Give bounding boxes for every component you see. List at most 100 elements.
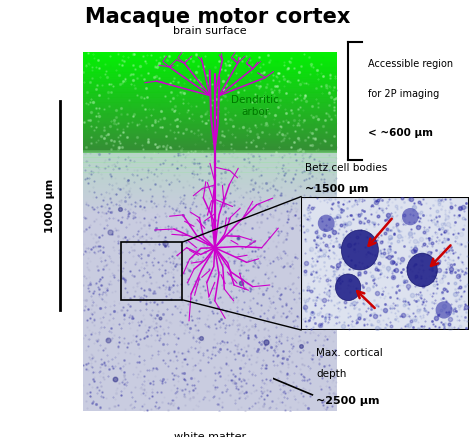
- Bar: [83, 69, 337, 73]
- Text: Macaque motor cortex: Macaque motor cortex: [85, 7, 351, 27]
- Bar: [83, 119, 337, 123]
- Bar: [83, 150, 337, 153]
- Bar: [83, 187, 337, 191]
- Bar: [83, 195, 337, 198]
- Bar: [83, 141, 337, 144]
- Text: ~2500 μm: ~2500 μm: [316, 395, 380, 406]
- Bar: [83, 121, 337, 125]
- Ellipse shape: [407, 253, 438, 287]
- Bar: [83, 149, 337, 153]
- Bar: [83, 104, 337, 108]
- Bar: [83, 84, 337, 87]
- Text: for 2P imaging: for 2P imaging: [368, 89, 439, 99]
- Bar: [83, 81, 337, 84]
- Bar: [83, 99, 337, 103]
- Bar: [83, 208, 337, 211]
- Ellipse shape: [336, 274, 361, 301]
- Bar: [83, 165, 337, 168]
- Bar: [83, 76, 337, 79]
- Text: Betz cell bodies: Betz cell bodies: [305, 163, 387, 173]
- Bar: [83, 106, 337, 109]
- Bar: [83, 91, 337, 94]
- Bar: [83, 167, 337, 170]
- Bar: [83, 97, 337, 101]
- Bar: [83, 129, 337, 133]
- Bar: [83, 83, 337, 86]
- Bar: [83, 67, 337, 71]
- Text: 1000 μm: 1000 μm: [45, 178, 55, 232]
- Bar: [83, 124, 337, 128]
- Text: Accessible region: Accessible region: [368, 59, 453, 69]
- Text: brain surface: brain surface: [173, 26, 246, 36]
- Bar: [83, 142, 337, 146]
- Bar: [83, 198, 337, 201]
- Bar: [83, 180, 337, 183]
- Bar: [83, 155, 337, 158]
- Bar: [83, 134, 337, 138]
- Bar: [83, 61, 337, 64]
- Bar: [83, 190, 337, 193]
- Bar: [83, 103, 337, 106]
- Text: ~1500 μm: ~1500 μm: [305, 184, 369, 194]
- Bar: [83, 157, 337, 160]
- Bar: [83, 205, 337, 208]
- Bar: [83, 170, 337, 173]
- Bar: [83, 175, 337, 178]
- Bar: [83, 131, 337, 135]
- Bar: [83, 55, 337, 59]
- Bar: [83, 59, 337, 62]
- Bar: [121, 243, 182, 300]
- Text: depth: depth: [316, 369, 346, 379]
- Bar: [83, 138, 337, 141]
- Bar: [83, 109, 337, 113]
- Bar: [83, 89, 337, 93]
- Bar: [83, 126, 337, 129]
- Bar: [83, 146, 337, 149]
- Bar: [83, 74, 337, 77]
- Bar: [83, 77, 337, 81]
- Bar: [83, 96, 337, 99]
- Bar: [83, 64, 337, 67]
- Text: white matter: white matter: [173, 432, 246, 437]
- Bar: [83, 148, 337, 151]
- Bar: [83, 51, 337, 54]
- Bar: [83, 66, 337, 69]
- Ellipse shape: [341, 230, 378, 270]
- Bar: [83, 57, 337, 61]
- Bar: [83, 203, 337, 205]
- Bar: [83, 160, 337, 163]
- Bar: [83, 128, 337, 131]
- Bar: [83, 79, 337, 83]
- Bar: [83, 108, 337, 111]
- Bar: [83, 173, 337, 175]
- Bar: [83, 139, 337, 143]
- Bar: [83, 153, 337, 155]
- Bar: [83, 185, 337, 188]
- Bar: [83, 132, 337, 136]
- Bar: [83, 87, 337, 91]
- Bar: [83, 118, 337, 121]
- Bar: [83, 210, 337, 213]
- Text: Dendritic
arbor: Dendritic arbor: [231, 95, 279, 117]
- Bar: [83, 163, 337, 165]
- Text: < ~600 μm: < ~600 μm: [368, 128, 433, 138]
- Text: Max. cortical: Max. cortical: [316, 348, 383, 358]
- Bar: [83, 136, 337, 139]
- Bar: [83, 71, 337, 74]
- Ellipse shape: [402, 208, 419, 225]
- Bar: [83, 177, 337, 180]
- Bar: [83, 200, 337, 203]
- Bar: [83, 144, 337, 148]
- Bar: [83, 73, 337, 76]
- Bar: [83, 122, 337, 126]
- Ellipse shape: [436, 301, 452, 319]
- Ellipse shape: [318, 215, 335, 232]
- Bar: [83, 101, 337, 104]
- Bar: [83, 86, 337, 89]
- Bar: [83, 112, 337, 116]
- Bar: [83, 114, 337, 118]
- Bar: [83, 93, 337, 96]
- Bar: [83, 183, 337, 185]
- Bar: [83, 52, 337, 56]
- Bar: [83, 62, 337, 66]
